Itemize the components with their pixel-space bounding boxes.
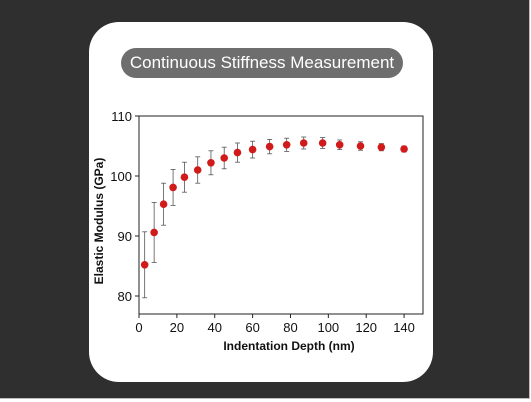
data-point: [159, 200, 168, 208]
data-point: [150, 228, 158, 237]
data-point: [356, 142, 365, 150]
data-point: [248, 145, 257, 154]
data-point: [193, 166, 202, 174]
y-tick-label: 80: [118, 289, 132, 304]
chart-card: 0 20 40 60 80 100 120 140 80 90 100 110 Indentation …: [89, 22, 433, 382]
data-point: [265, 142, 274, 151]
y-axis-label: Elastic Modulus (GPa): [92, 158, 106, 285]
chart-svg: 0 20 40 60 80 100 120 140 80 90 100 110 Indentation …: [92, 109, 424, 353]
x-tick-label: 120: [355, 320, 377, 335]
x-tick-label: 0: [135, 320, 142, 335]
data-point: [169, 183, 177, 192]
data-point: [282, 141, 291, 149]
data-point: [400, 145, 408, 153]
x-tick-label: 40: [207, 320, 221, 335]
x-axis-label: Indentation Depth (nm): [223, 339, 354, 353]
x-tick-label: 140: [393, 320, 415, 335]
x-tick-label: 20: [170, 320, 184, 335]
data-point: [377, 143, 386, 151]
data-point: [299, 139, 308, 147]
data-point: [335, 141, 344, 149]
x-tick-label: 80: [283, 320, 297, 335]
data-point: [140, 261, 149, 269]
chart-title: Continuous Stiffness Measurement: [121, 48, 403, 78]
data-point: [207, 159, 215, 167]
data-point: [220, 154, 228, 162]
x-tick-label: 60: [245, 320, 259, 335]
data-point: [318, 139, 327, 147]
y-tick-label: 90: [118, 229, 132, 244]
plot-frame: [138, 115, 424, 315]
data-point: [233, 148, 242, 157]
y-tick-label: 100: [110, 169, 132, 184]
x-tick-label: 100: [317, 320, 339, 335]
y-tick-label: 110: [111, 109, 132, 124]
data-point: [180, 173, 189, 181]
